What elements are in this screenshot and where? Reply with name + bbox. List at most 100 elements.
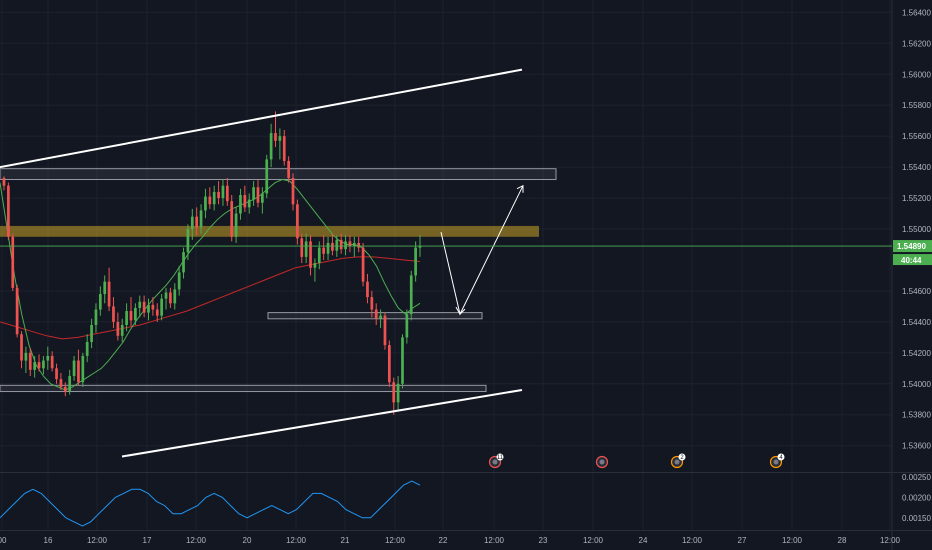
candle-body (120, 324, 124, 336)
current-price-label: 1.54890 (897, 242, 926, 251)
candle-body (125, 311, 128, 325)
time-tick-label: 12:00 (87, 536, 108, 545)
time-tick-label: 12:00 (186, 536, 207, 545)
candle-body (361, 247, 365, 282)
candle-body (309, 241, 312, 268)
candle-body (357, 242, 361, 248)
lower-channel-trendline[interactable] (121, 388, 523, 458)
candle-body (63, 386, 67, 392)
time-tick-label: 27 (738, 536, 747, 545)
oscillator-tick-label: 0.00200 (902, 493, 931, 502)
time-tick-label: 21 (341, 536, 350, 545)
candle-body (239, 194, 242, 214)
price-tick-label: 1.54200 (902, 349, 931, 358)
events-layer[interactable]: 11 2 4 (488, 453, 785, 469)
candle-body (296, 204, 299, 239)
candle-body (186, 229, 190, 253)
candle-body (387, 345, 391, 383)
candle-body (414, 247, 417, 276)
time-tick-label: 12:00 (880, 536, 901, 545)
price-tick-label: 1.55600 (902, 132, 931, 141)
time-tick-label: 24 (639, 536, 648, 545)
supply-zone-box[interactable] (0, 168, 557, 181)
candle-body (15, 287, 19, 335)
price-tick-label: 1.55000 (902, 225, 931, 234)
candle-body (304, 241, 308, 257)
time-tick-label: 28 (838, 536, 847, 545)
candle-body (190, 216, 194, 230)
candle-body (261, 193, 264, 203)
ema-slow-line (0, 256, 421, 340)
candle-body (300, 238, 304, 257)
time-tick-label: 12:00 (782, 536, 803, 545)
candle-body (2, 177, 6, 186)
candle-body (322, 247, 326, 254)
candle-body (103, 281, 107, 295)
candle-body (274, 133, 277, 141)
candle-body (256, 187, 260, 203)
candle-body (142, 301, 146, 313)
candle-body (344, 241, 347, 250)
price-tick-label: 1.56400 (902, 8, 931, 17)
candle-body (182, 252, 185, 273)
candle-body (33, 362, 37, 370)
candle-body (72, 360, 76, 377)
candle-body (199, 210, 203, 228)
candle-body (68, 376, 72, 392)
candle-body (112, 306, 115, 322)
candle-body (81, 355, 85, 383)
candle-body (243, 194, 247, 208)
candle-body (313, 263, 317, 268)
candle-body (94, 309, 98, 325)
upper-channel-trendline[interactable] (0, 68, 523, 169)
oscillator-tick-label: 0.00250 (902, 473, 931, 482)
candle-body (169, 292, 172, 304)
candle-body (339, 239, 343, 250)
event-count-badge (678, 453, 686, 461)
candle-body (234, 213, 238, 237)
candle-body (138, 301, 142, 308)
time-tick-label: 12:00 (583, 536, 604, 545)
candle-body (392, 382, 396, 403)
time-tick-label: 20 (243, 536, 252, 545)
candle-body (221, 185, 225, 199)
candle-body (28, 352, 32, 370)
time-axis[interactable]: 00 16 12:00 17 12:00 20 12:00 21 12:00 22 12:00 23 1… (0, 536, 901, 545)
candle-body (77, 360, 80, 383)
candle-body (383, 315, 387, 346)
bottom-zone-box[interactable] (0, 384, 487, 393)
event-flag-icon (492, 459, 498, 465)
candle-body (409, 275, 413, 315)
candle-body (204, 196, 207, 211)
price-tick-label: 1.55400 (902, 163, 931, 172)
candle-body (173, 289, 177, 304)
candle-body (55, 368, 58, 380)
candle-body (129, 311, 133, 321)
candle-body (59, 379, 63, 387)
time-tick-label: 12:00 (286, 536, 307, 545)
candle-body (370, 297, 374, 310)
candle-body (278, 136, 282, 141)
candle-body (195, 216, 199, 228)
candle-body (225, 185, 229, 202)
oscillator-line (0, 480, 421, 527)
candle-body (217, 191, 220, 199)
candle-body (335, 239, 339, 251)
candle-body (405, 314, 409, 338)
candle-body (208, 196, 212, 205)
event-count-label: 2 (680, 455, 684, 461)
key-level-zone[interactable] (0, 225, 539, 237)
drawings-layer[interactable] (0, 68, 892, 458)
time-tick-label: 16 (44, 536, 53, 545)
price-axis[interactable]: 1.56400 1.56200 1.56000 1.55800 1.55600 1.554… (893, 8, 932, 523)
candle-body (37, 362, 41, 369)
candle-body (42, 360, 45, 369)
price-tick-label: 1.54600 (902, 287, 931, 296)
candle-body (151, 304, 155, 310)
event-flag-icon (674, 459, 680, 465)
candle-body (366, 281, 369, 298)
price-tick-label: 1.54000 (902, 380, 931, 389)
price-tick-label: 1.55800 (902, 101, 931, 110)
candle-body (212, 191, 216, 205)
